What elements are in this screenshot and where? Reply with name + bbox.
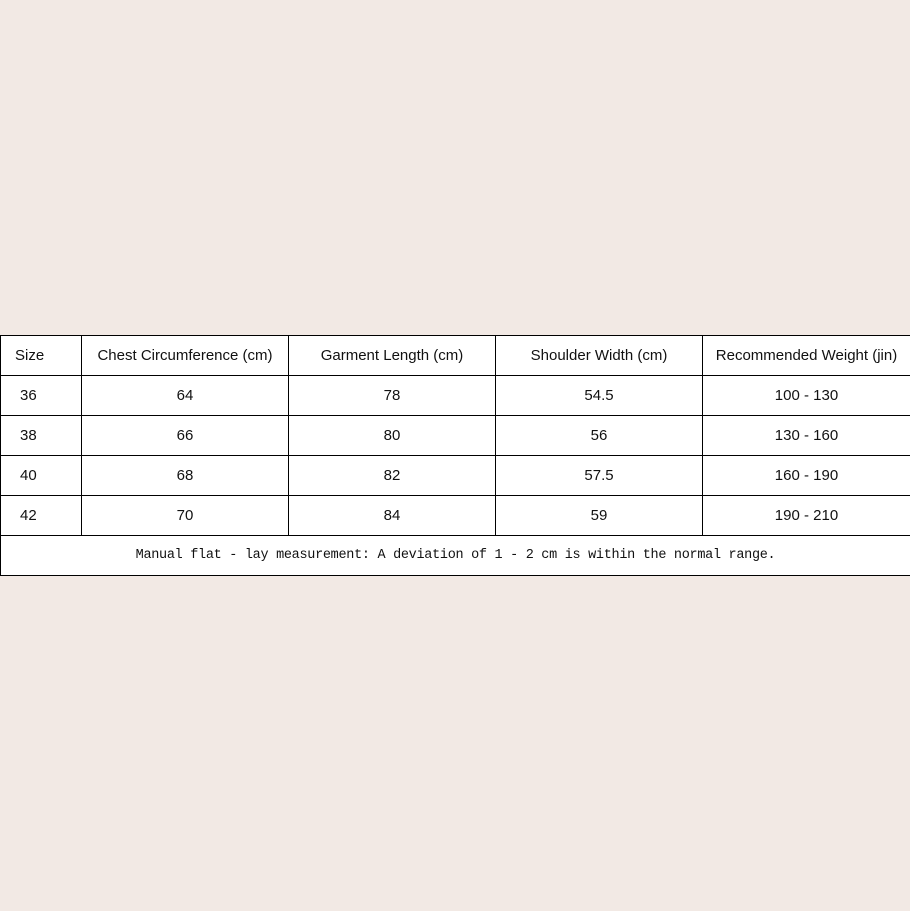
- table-row: 42 70 84 59 190 - 210: [0, 495, 910, 536]
- cell-weight: 100 - 130: [702, 375, 910, 416]
- cell-length: 78: [288, 375, 496, 416]
- header-weight: Recommended Weight (jin): [702, 335, 910, 376]
- cell-shoulder: 56: [495, 415, 703, 456]
- header-length: Garment Length (cm): [288, 335, 496, 376]
- cell-chest: 64: [81, 375, 289, 416]
- cell-length: 82: [288, 455, 496, 496]
- table-row: 38 66 80 56 130 - 160: [0, 415, 910, 456]
- cell-weight: 130 - 160: [702, 415, 910, 456]
- header-size: Size: [0, 335, 82, 376]
- measurement-note: Manual flat - lay measurement: A deviati…: [0, 535, 910, 576]
- table-row: 40 68 82 57.5 160 - 190: [0, 455, 910, 496]
- cell-length: 84: [288, 495, 496, 536]
- cell-size: 38: [0, 415, 82, 456]
- cell-weight: 190 - 210: [702, 495, 910, 536]
- cell-shoulder: 59: [495, 495, 703, 536]
- cell-length: 80: [288, 415, 496, 456]
- note-row: Manual flat - lay measurement: A deviati…: [0, 535, 910, 576]
- cell-chest: 66: [81, 415, 289, 456]
- cell-chest: 70: [81, 495, 289, 536]
- header-shoulder: Shoulder Width (cm): [495, 335, 703, 376]
- size-chart-table: Size Chest Circumference (cm) Garment Le…: [0, 335, 910, 576]
- cell-shoulder: 54.5: [495, 375, 703, 416]
- header-row: Size Chest Circumference (cm) Garment Le…: [0, 335, 910, 376]
- cell-size: 40: [0, 455, 82, 496]
- cell-shoulder: 57.5: [495, 455, 703, 496]
- cell-weight: 160 - 190: [702, 455, 910, 496]
- cell-chest: 68: [81, 455, 289, 496]
- cell-size: 36: [0, 375, 82, 416]
- cell-size: 42: [0, 495, 82, 536]
- table-row: 36 64 78 54.5 100 - 130: [0, 375, 910, 416]
- header-chest: Chest Circumference (cm): [81, 335, 289, 376]
